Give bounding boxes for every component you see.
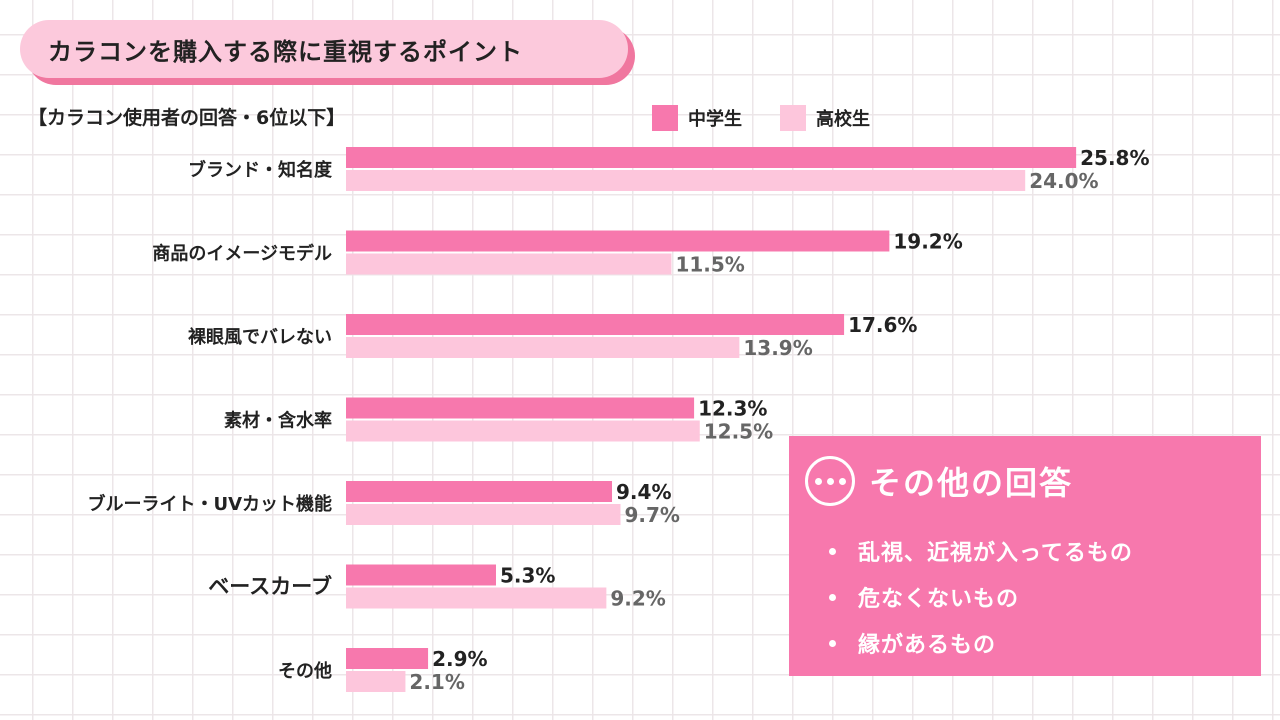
chart-subtitle: 【カラコン使用者の回答・6位以下】	[28, 107, 346, 129]
category-label: 裸眼風でバレない	[188, 326, 332, 348]
other-answers-header: その他の回答	[805, 456, 1073, 506]
bar-high-school	[346, 253, 672, 275]
legend-item-high-school: 高校生	[780, 105, 870, 131]
legend-swatch-high-school	[780, 105, 806, 131]
bar-middle-school	[346, 648, 429, 669]
value-label-high-school: 12.5%	[704, 420, 773, 444]
speech-dots-icon	[805, 456, 855, 506]
bar-middle-school	[346, 147, 1077, 168]
bar-middle-school	[346, 397, 695, 419]
other-answer-item: 縁があるもの	[829, 620, 1133, 666]
bar-middle-school	[346, 314, 845, 335]
other-answers-box: その他の回答 乱視、近視が入ってるもの 危なくないもの 縁があるもの	[789, 436, 1261, 676]
bar-middle-school	[346, 481, 613, 502]
value-label-high-school: 24.0%	[1029, 169, 1098, 193]
bar-high-school	[346, 170, 1026, 191]
category-label: その他	[278, 660, 332, 682]
value-label-high-school: 13.9%	[743, 336, 812, 360]
value-label-middle-school: 19.2%	[893, 230, 962, 254]
bullet-icon	[829, 593, 836, 601]
value-label-high-school: 9.7%	[625, 503, 680, 527]
bar-high-school	[346, 587, 607, 609]
bar-high-school	[346, 420, 700, 442]
chart-title: カラコンを購入する際に重視するポイント	[20, 20, 628, 78]
category-label: ベースカーブ	[208, 575, 332, 599]
value-label-middle-school: 17.6%	[848, 313, 917, 337]
value-label-high-school: 2.1%	[409, 670, 464, 694]
legend-label-middle-school: 中学生	[688, 109, 742, 130]
value-label-middle-school: 2.9%	[432, 647, 487, 671]
bar-middle-school	[346, 230, 890, 252]
legend-swatch-middle-school	[652, 105, 678, 131]
value-label-middle-school: 9.4%	[616, 480, 671, 504]
other-answers-list: 乱視、近視が入ってるもの 危なくないもの 縁があるもの	[829, 528, 1133, 666]
value-label-high-school: 9.2%	[610, 587, 665, 611]
other-answer-item: 乱視、近視が入ってるもの	[829, 528, 1133, 574]
bar-high-school	[346, 504, 621, 525]
legend-label-high-school: 高校生	[816, 109, 870, 130]
bar-high-school	[346, 337, 740, 358]
bar-middle-school	[346, 564, 496, 586]
value-label-middle-school: 12.3%	[698, 397, 767, 421]
category-label: ブルーライト・UVカット機能	[87, 493, 332, 515]
bar-high-school	[346, 671, 406, 692]
legend-item-middle-school: 中学生	[652, 105, 742, 131]
chart-title-text: カラコンを購入する際に重視するポイント	[48, 37, 523, 66]
value-label-middle-school: 5.3%	[500, 564, 555, 588]
bullet-icon	[829, 639, 836, 647]
category-label: 素材・含水率	[224, 410, 332, 432]
other-answer-item: 危なくないもの	[829, 574, 1133, 620]
category-label: ブランド・知名度	[188, 159, 333, 181]
category-label: 商品のイメージモデル	[152, 243, 332, 265]
bullet-icon	[829, 547, 836, 555]
value-label-high-school: 11.5%	[675, 253, 744, 277]
other-answers-title: その他の回答	[869, 464, 1074, 502]
value-label-middle-school: 25.8%	[1080, 146, 1149, 170]
